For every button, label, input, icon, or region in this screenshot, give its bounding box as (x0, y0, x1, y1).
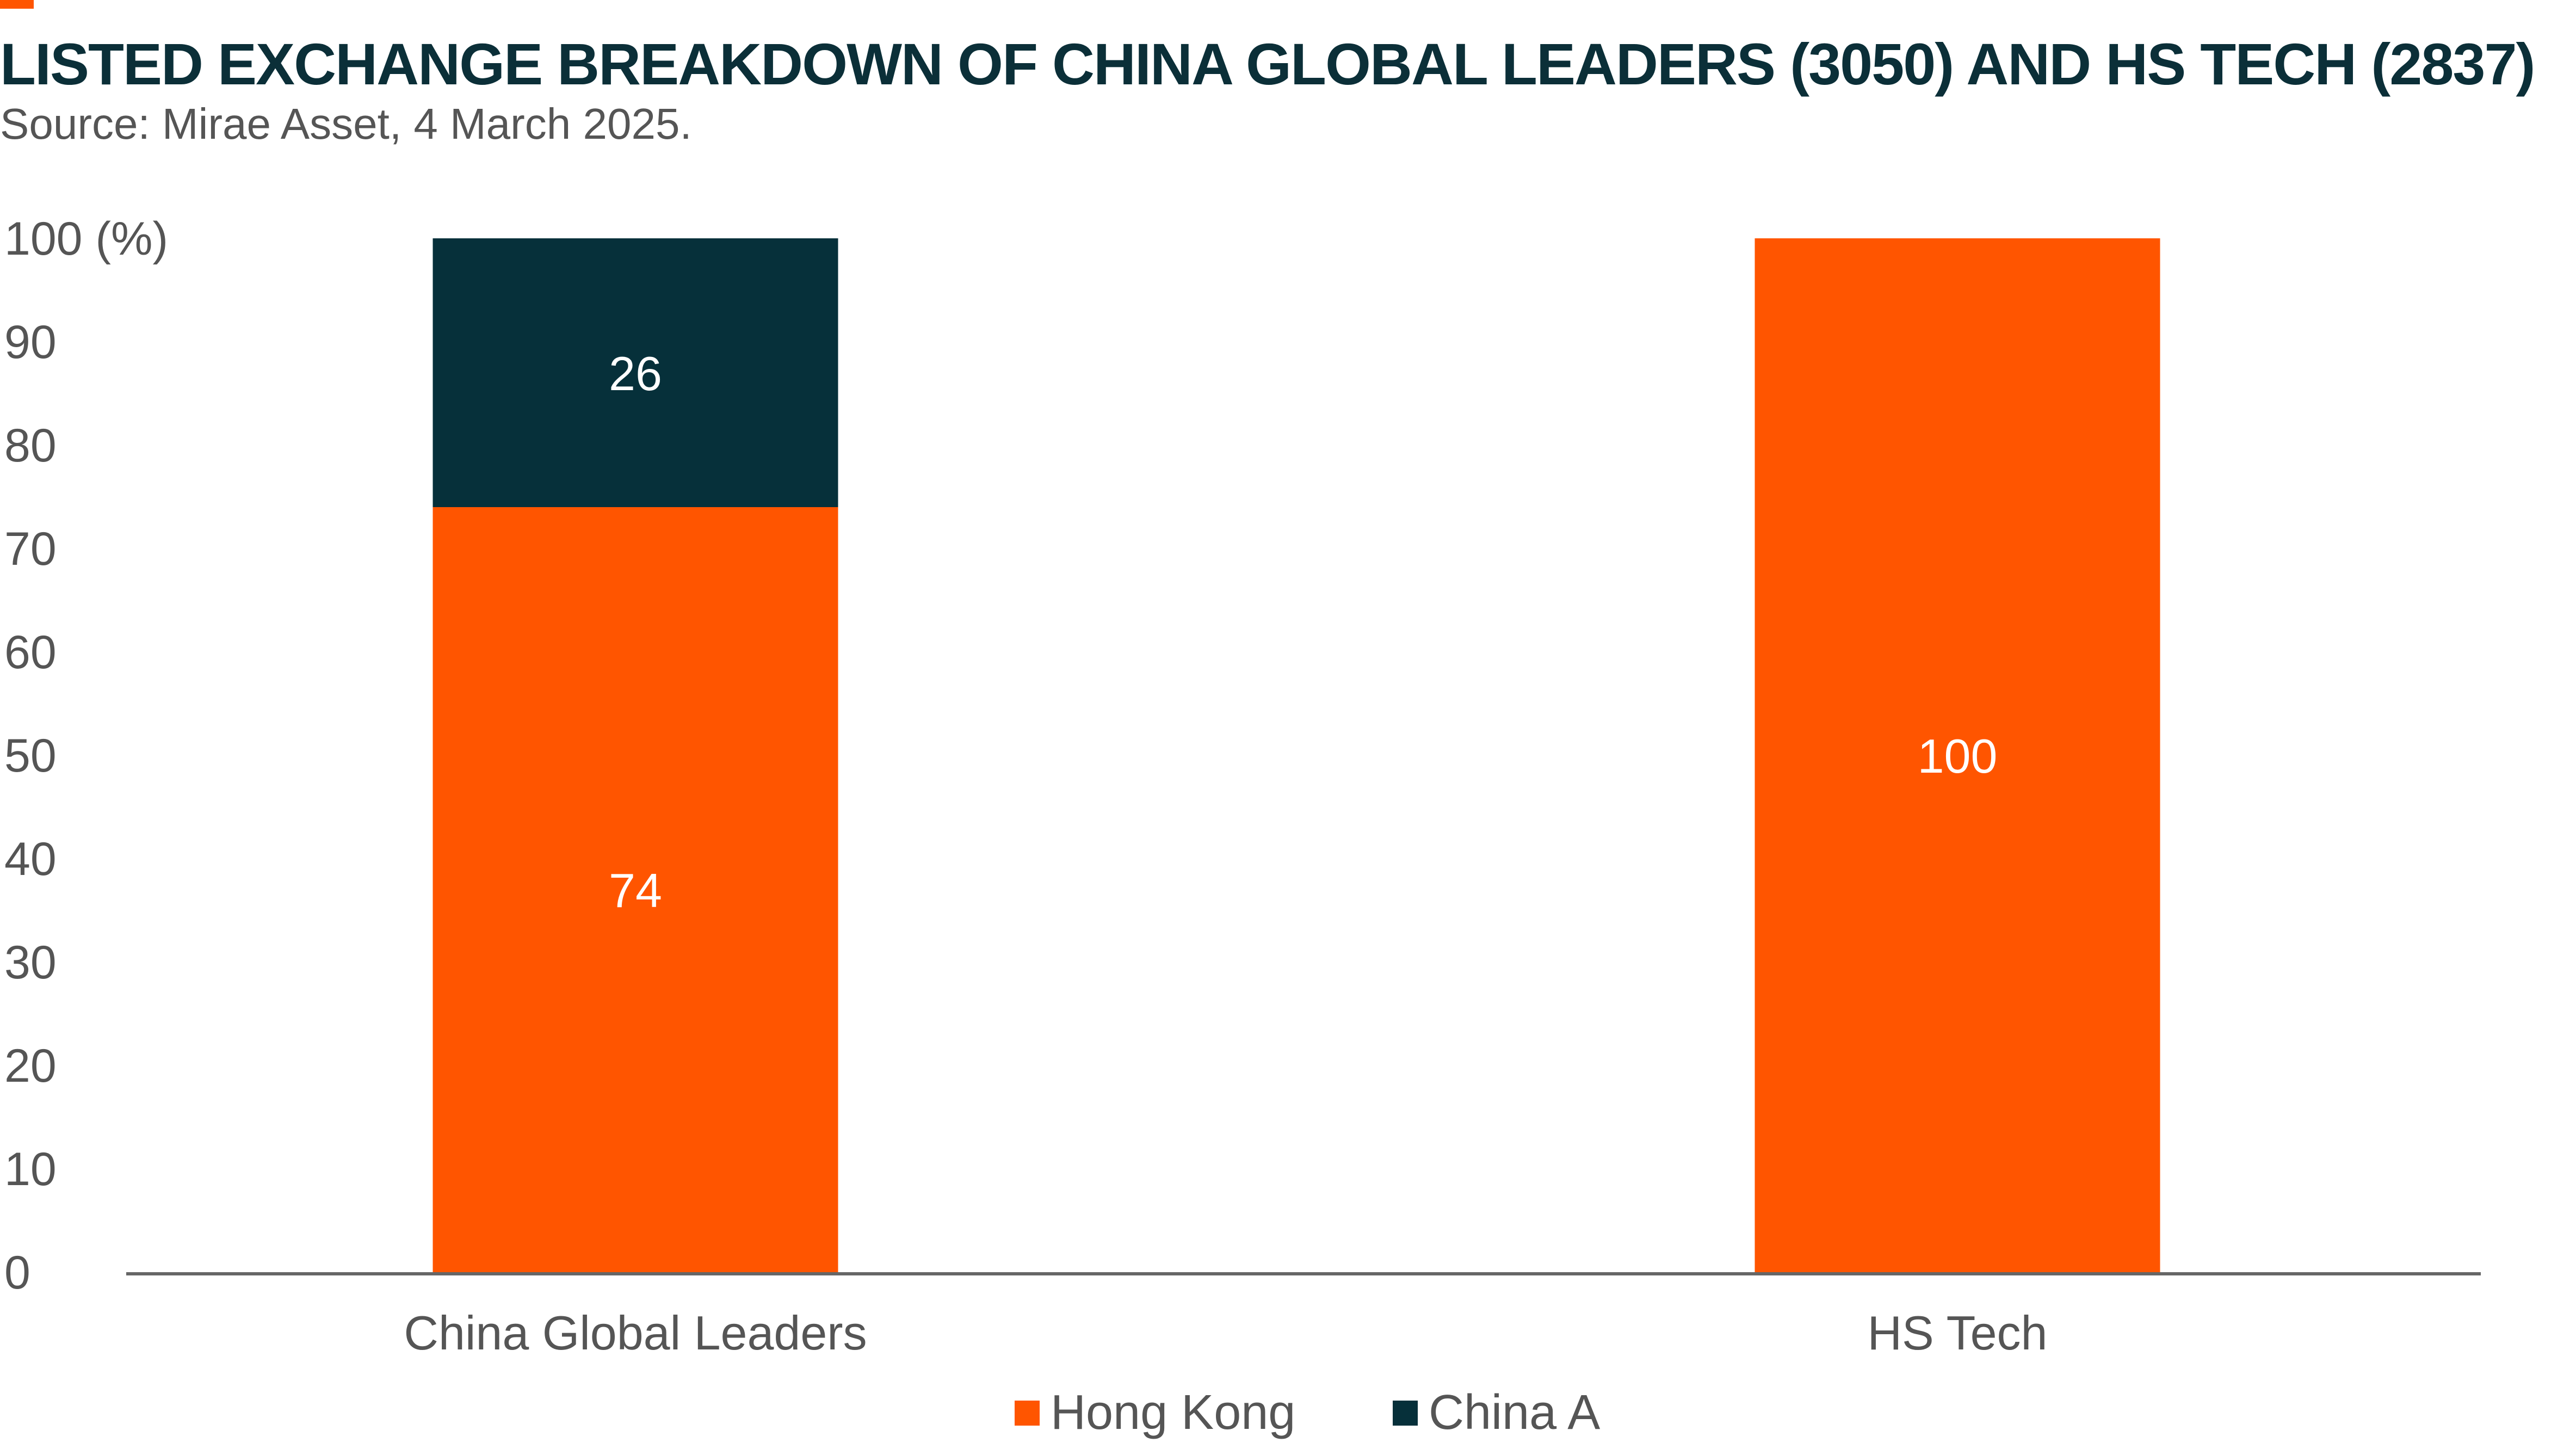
bar-labels: 74 26 100 (609, 347, 1997, 917)
bar-data-label: 26 (609, 347, 662, 400)
legend-item-china-a: China A (1393, 1385, 1600, 1441)
legend-swatch-china-a (1393, 1400, 1418, 1426)
legend-item-hong-kong: Hong Kong (1015, 1385, 1295, 1441)
y-tick-label: 100 (%) (4, 213, 168, 265)
legend-swatch-hong-kong (1015, 1400, 1040, 1426)
y-tick-label: 30 (4, 936, 57, 989)
chart-title: LISTED EXCHANGE BREAKDOWN OF CHINA GLOBA… (0, 31, 2535, 97)
y-tick-label: 70 (4, 523, 57, 575)
bar-data-label: 74 (609, 864, 662, 917)
x-tick-label: HS Tech (1868, 1306, 2048, 1360)
x-axis-ticks: China Global Leaders HS Tech (404, 1306, 2047, 1360)
bar-segment-hong-kong (433, 507, 838, 1272)
y-axis-ticks: 0 10 20 30 40 50 60 70 80 90 100 (%) (4, 213, 168, 1299)
y-tick-label: 60 (4, 626, 57, 679)
bar-segment-hong-kong (1755, 238, 2160, 1272)
y-tick-label: 90 (4, 316, 57, 368)
bar-segment-china-a (433, 238, 838, 507)
y-tick-label: 0 (4, 1247, 30, 1299)
y-tick-label: 50 (4, 730, 57, 782)
chart-subtitle: Source: Mirae Asset, 4 March 2025. (0, 100, 692, 148)
accent-mark (0, 0, 34, 9)
legend-label-hong-kong: Hong Kong (1051, 1385, 1296, 1440)
x-tick-label: China Global Leaders (404, 1306, 867, 1360)
y-tick-label: 10 (4, 1143, 57, 1195)
legend: Hong Kong China A (0, 1385, 2576, 1445)
y-tick-label: 40 (4, 833, 57, 885)
y-tick-label: 80 (4, 420, 57, 472)
y-tick-label: 20 (4, 1040, 57, 1092)
bar-data-label: 100 (1918, 729, 1998, 783)
bars (433, 238, 2160, 1272)
legend-label-china-a: China A (1429, 1385, 1601, 1440)
